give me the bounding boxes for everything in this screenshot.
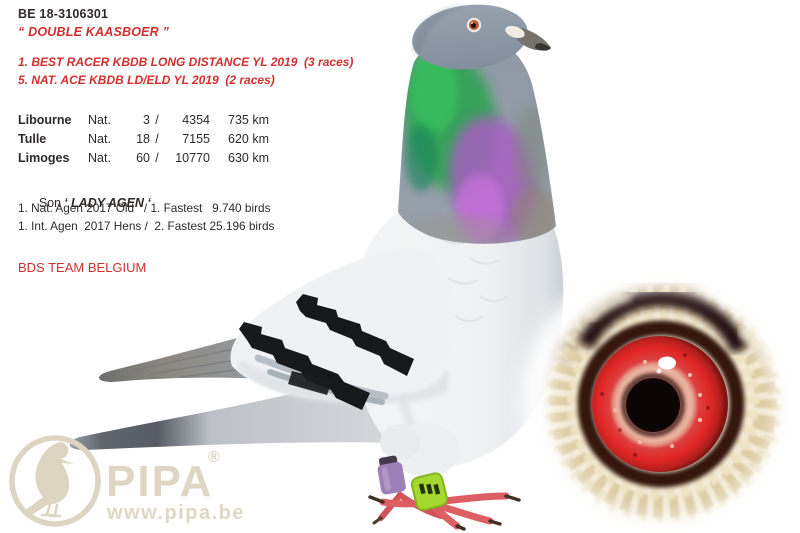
race-total: 7155	[182, 131, 210, 146]
cere	[505, 25, 525, 39]
pigeon-eye	[466, 17, 482, 33]
race-distance: 620 km	[228, 131, 269, 146]
pipa-registered-mark: ®	[208, 449, 220, 466]
achievement-line: 1. BEST RACER KBDB LONG DISTANCE YL 2019…	[18, 55, 354, 69]
pipa-logo-wordmark: PIPA	[106, 457, 213, 506]
race-place: Tulle	[18, 131, 47, 146]
pigeon-head	[412, 4, 528, 70]
wing-bar-lower	[239, 322, 370, 410]
dam-result-line: 1. Nat. Agen 2017 Old / 1. Fastest 9.740…	[18, 201, 271, 215]
green-ring-band	[410, 472, 448, 511]
race-place: Libourne	[18, 112, 72, 127]
race-distance: 735 km	[228, 112, 269, 127]
pigeon-eye-closeup	[521, 262, 800, 533]
race-results-table: Libourne Nat. 3 / 4354 735 km Tulle Nat.…	[18, 110, 290, 168]
dam-reference: Son ‘ LADY AGEN ‘	[18, 182, 151, 224]
neck-iridescence	[398, 46, 556, 244]
race-distance: 630 km	[228, 151, 269, 166]
pigeon-bird	[69, 4, 564, 531]
race-separator: /	[155, 112, 159, 127]
race-separator: /	[155, 131, 159, 146]
race-position: 18	[136, 131, 150, 146]
pigeon-legs	[368, 424, 521, 531]
dam-prefix: Son	[38, 196, 62, 210]
pipa-logo-url: www.pipa.be	[106, 502, 245, 524]
pipa-logo: PIPA ® www.pipa.be	[9, 435, 245, 527]
race-row: Limoges Nat. 60 / 10770 630 km	[18, 149, 290, 168]
pipa-pigeon-icon	[23, 442, 74, 518]
dam-name: ‘ LADY AGEN ‘	[64, 196, 151, 210]
race-position: 60	[136, 151, 150, 166]
race-level: Nat.	[88, 131, 111, 146]
achievement-line: 5. NAT. ACE KBDB LD/ELD YL 2019 (2 races…	[18, 73, 275, 87]
pipa-logo-circle	[9, 435, 101, 527]
race-position: 3	[143, 112, 150, 127]
race-separator: /	[155, 151, 159, 166]
race-row: Libourne Nat. 3 / 4354 735 km	[18, 110, 290, 129]
race-place: Limoges	[18, 151, 70, 166]
purple-ring-band	[377, 455, 406, 495]
team-name: BDS TEAM BELGIUM	[18, 260, 147, 275]
pigeon-name: “ DOUBLE KAASBOER ”	[18, 25, 170, 39]
race-total: 4354	[182, 112, 210, 127]
race-level: Nat.	[88, 151, 111, 166]
race-row: Tulle Nat. 18 / 7155 620 km	[18, 129, 290, 148]
race-level: Nat.	[88, 112, 111, 127]
ring-number: BE 18-3106301	[18, 7, 109, 21]
wing-bar-upper	[296, 294, 414, 376]
dam-result-line: 1. Int. Agen 2017 Hens / 2. Fastest 25.1…	[18, 219, 275, 233]
race-total: 10770	[175, 151, 210, 166]
